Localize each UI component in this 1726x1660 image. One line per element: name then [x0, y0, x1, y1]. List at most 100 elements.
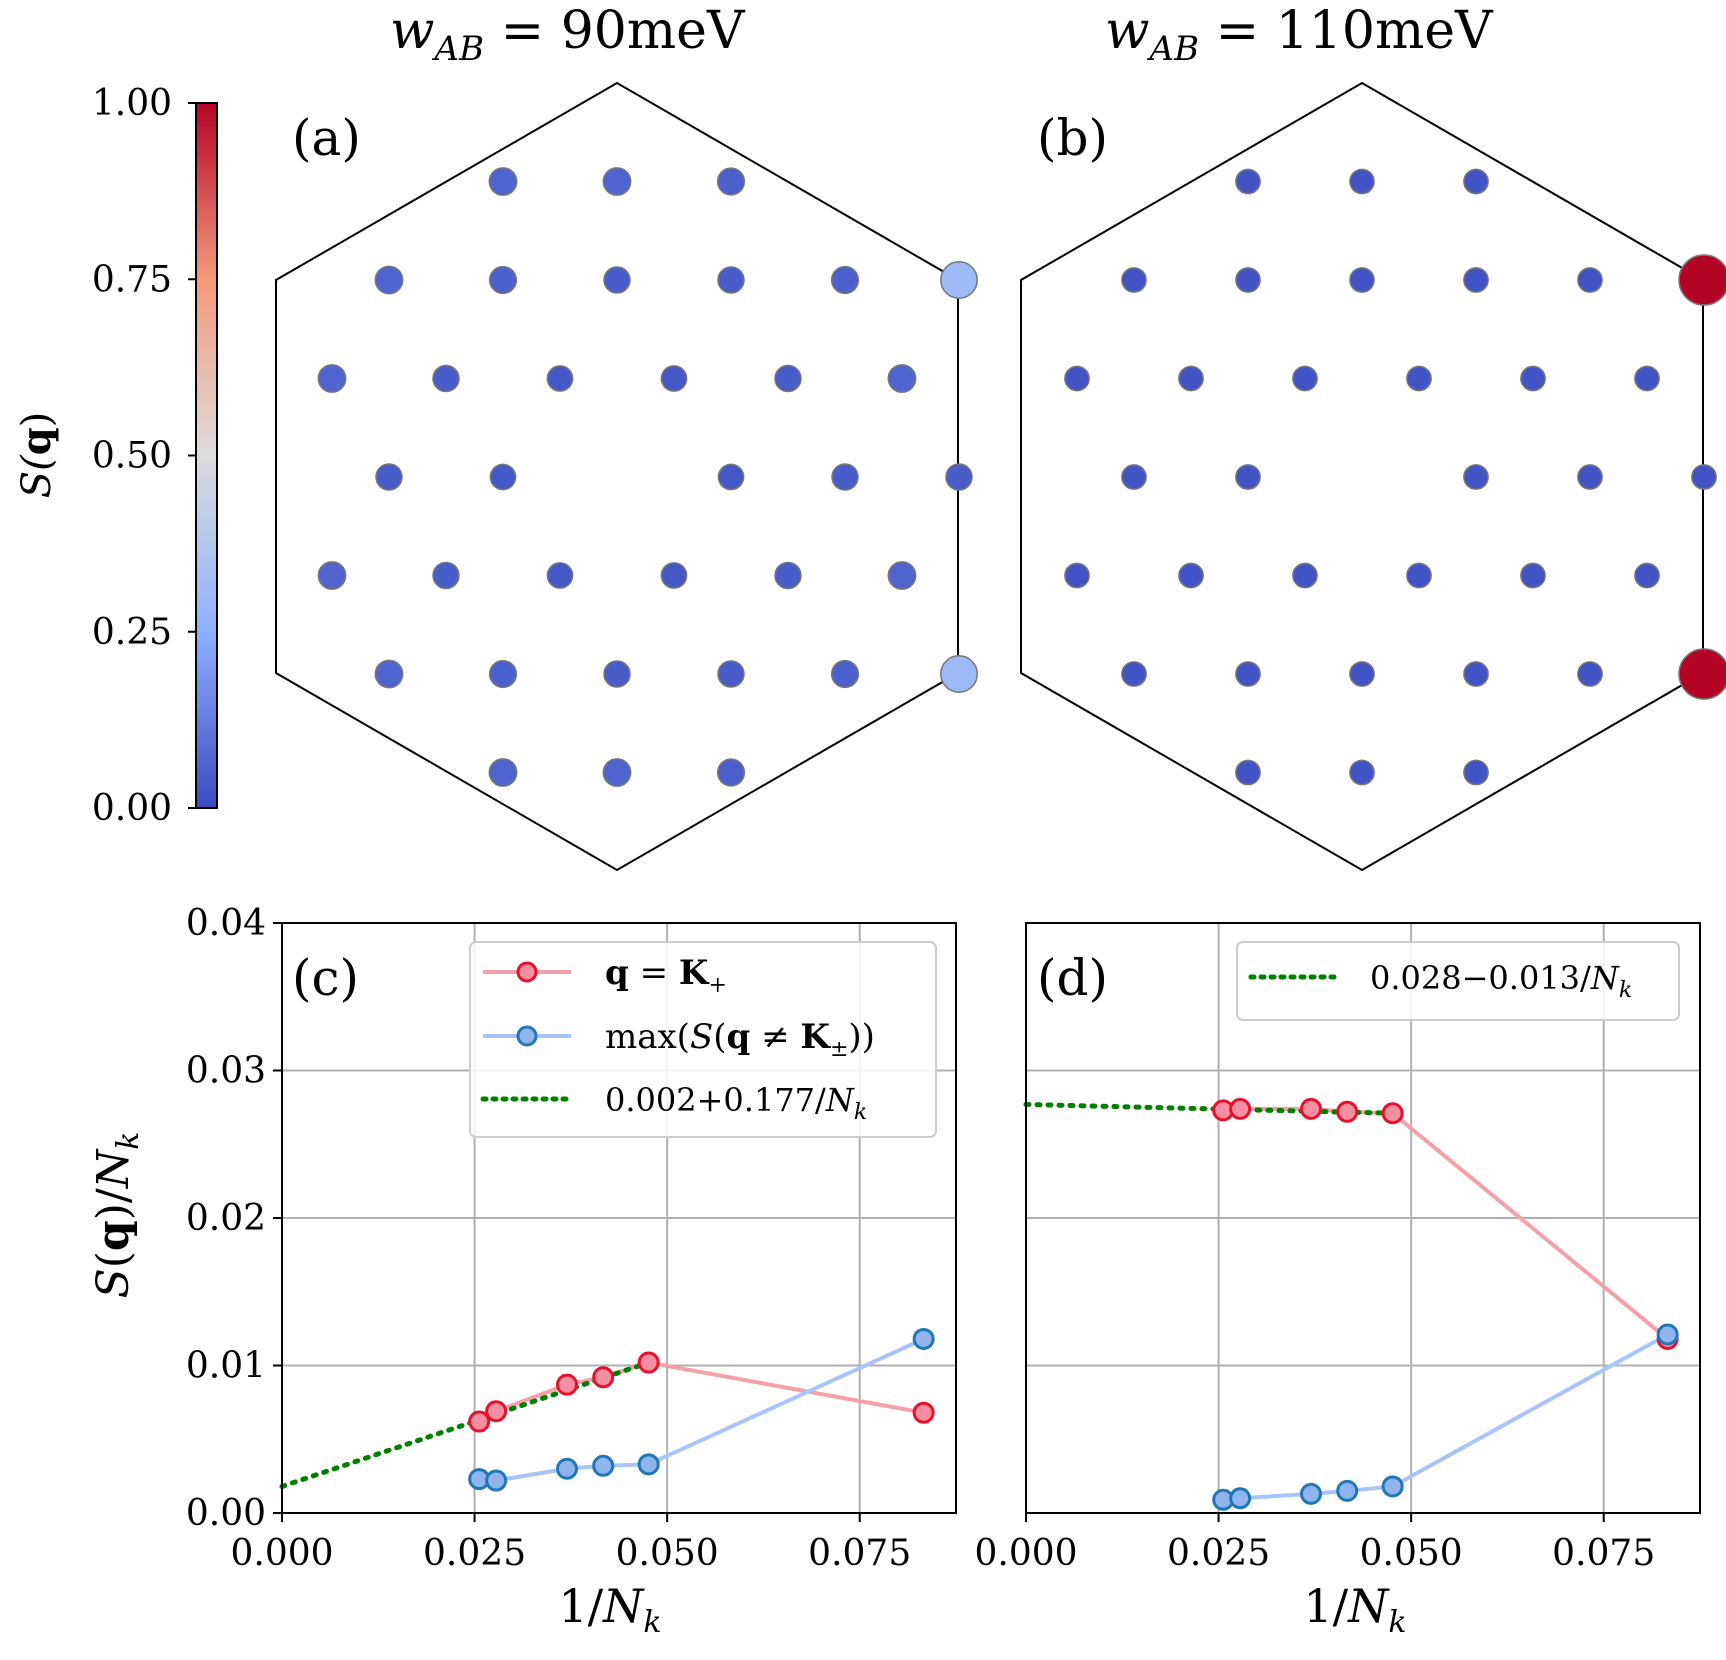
max-marker	[912, 1327, 935, 1350]
structure-factor-point	[1178, 365, 1204, 392]
structure-factor-point	[1121, 464, 1147, 490]
y-tick-label: 0.00	[186, 1493, 266, 1534]
k-plus-marker	[637, 1351, 660, 1374]
legend-fit-c-label: 0.002+0.177/Nk	[605, 1081, 867, 1125]
fit-line	[1023, 1101, 1396, 1116]
structure-factor-point	[546, 365, 574, 392]
x-tick-label: 0.050	[616, 1533, 719, 1574]
k-plus-line	[1223, 1106, 1669, 1341]
structure-factor-point	[1178, 562, 1204, 589]
structure-factor-point	[375, 463, 403, 491]
k-plus-marker	[556, 1373, 579, 1396]
structure-factor-point	[1292, 562, 1318, 589]
structure-factor-point	[1634, 562, 1660, 589]
structure-factor-point	[1463, 464, 1489, 490]
structure-factor-point	[1678, 648, 1726, 700]
structure-factor-point	[1235, 267, 1261, 293]
structure-factor-point	[830, 659, 860, 689]
structure-factor-point	[1691, 464, 1717, 490]
legend-k-plus-marker	[516, 961, 538, 983]
structure-factor-point	[1349, 661, 1375, 687]
structure-factor-point	[1064, 562, 1090, 589]
structure-factor-point	[317, 364, 347, 393]
structure-factor-point	[717, 266, 745, 294]
legend-c: q = K+ max(S(q ≠ K±)) 0.002+0.177/Nk	[469, 941, 937, 1138]
colorbar-tick-label: 0.00	[92, 788, 172, 829]
y-tick-label: 0.04	[186, 903, 266, 944]
title-b: wAB = 110meV	[1105, 1, 1494, 69]
y-tick-label: 0.01	[186, 1346, 266, 1387]
max-marker	[1336, 1479, 1359, 1502]
structure-factor-point	[374, 659, 404, 689]
structure-factor-point	[1235, 661, 1261, 687]
plot-d: 0.000 0.025 0.050 0.075	[974, 922, 1701, 1574]
max-marker	[1300, 1482, 1323, 1505]
structure-factor-point	[1463, 661, 1489, 687]
structure-factor-point	[1520, 365, 1546, 392]
structure-factor-point	[1463, 759, 1489, 786]
structure-factor-point	[1520, 562, 1546, 589]
x-tick-label: 0.050	[1360, 1533, 1463, 1574]
structure-factor-point	[374, 265, 404, 295]
max-marker	[592, 1454, 615, 1477]
max-line	[479, 1337, 925, 1483]
fit-line	[279, 1360, 652, 1489]
panel-label-d: (d)	[1037, 949, 1108, 1007]
structure-factor-point	[546, 562, 574, 589]
structure-factor-point	[1349, 168, 1375, 195]
structure-factor-point	[1678, 254, 1726, 306]
colorbar	[195, 102, 218, 809]
structure-factor-point	[940, 655, 978, 693]
panel-label-c: (c)	[292, 949, 359, 1007]
structure-factor-point	[831, 463, 859, 491]
k-plus-marker	[468, 1410, 491, 1433]
structure-factor-point	[1235, 168, 1261, 195]
structure-factor-point	[945, 463, 973, 491]
x-tick-label: 0.075	[808, 1533, 911, 1574]
structure-factor-dots-b	[1064, 168, 1726, 786]
structure-factor-point	[716, 758, 746, 787]
structure-factor-point	[1463, 168, 1489, 195]
legend-max-label: max(S(q ≠ K±))	[605, 1017, 875, 1062]
structure-factor-dots-a	[317, 167, 978, 787]
k-plus-marker	[592, 1366, 615, 1389]
structure-factor-point	[1406, 562, 1432, 589]
structure-factor-point	[1577, 464, 1603, 490]
structure-factor-point	[488, 265, 518, 295]
x-tick-label: 0.025	[423, 1533, 526, 1574]
max-line	[1223, 1332, 1669, 1502]
structure-factor-point	[1121, 267, 1147, 293]
structure-factor-point	[717, 463, 745, 491]
structure-factor-point	[830, 265, 860, 295]
structure-factor-point	[602, 758, 632, 787]
max-marker	[1381, 1475, 1404, 1498]
structure-factor-point	[1463, 267, 1489, 293]
k-plus-marker	[1381, 1102, 1404, 1125]
plot-frame	[1025, 922, 1701, 1514]
structure-factor-point	[1577, 661, 1603, 687]
structure-factor-point	[1292, 365, 1318, 392]
structure-factor-point	[1064, 365, 1090, 392]
structure-factor-point	[603, 660, 631, 688]
structure-factor-point	[717, 660, 745, 688]
structure-factor-point	[887, 364, 917, 393]
structure-factor-point	[1235, 759, 1261, 786]
k-plus-marker	[1300, 1097, 1323, 1120]
structure-factor-point	[488, 659, 518, 689]
k-plus-marker	[485, 1400, 508, 1423]
legend-d: 0.028−0.013/Nk	[1236, 941, 1680, 1021]
colorbar-ticks: 0.00 0.25 0.50 0.75 1.00	[92, 83, 196, 829]
x-tick-label: 0.075	[1552, 1533, 1655, 1574]
structure-factor-point	[774, 364, 802, 393]
y-tick-label: 0.02	[186, 1198, 266, 1239]
max-marker	[1656, 1323, 1679, 1346]
structure-factor-point	[887, 561, 917, 590]
x-tick-label: 0.000	[974, 1533, 1077, 1574]
plot-c: 0.000 0.025 0.050 0.075 0.00 0.01 0.02 0.03 0.04	[186, 903, 957, 1574]
structure-factor-point	[1634, 365, 1660, 392]
y-tick-label: 0.03	[186, 1051, 266, 1092]
x-tick-label: 0.000	[230, 1533, 333, 1574]
structure-factor-point	[1235, 464, 1261, 490]
max-marker	[485, 1469, 508, 1492]
